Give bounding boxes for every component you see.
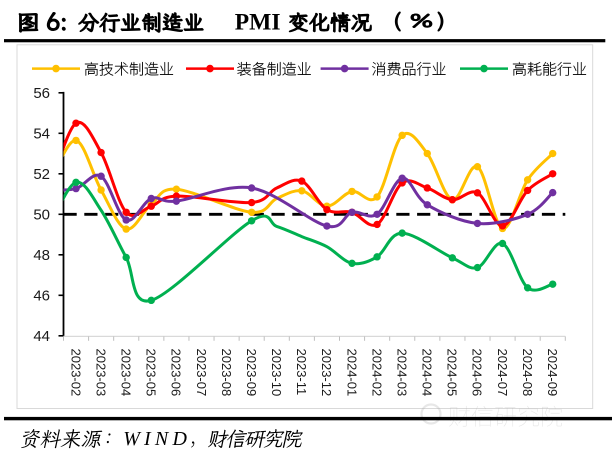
svg-text:2023-04: 2023-04 (118, 349, 133, 397)
svg-text:2024-06: 2024-06 (470, 349, 485, 397)
svg-text:2023-05: 2023-05 (144, 349, 159, 397)
svg-text:2024-03: 2024-03 (394, 349, 409, 397)
svg-text:48: 48 (33, 247, 50, 264)
svg-text:44: 44 (33, 328, 50, 345)
svg-text:2023-03: 2023-03 (93, 349, 108, 397)
svg-text:52: 52 (33, 166, 50, 183)
svg-text:56: 56 (33, 85, 50, 102)
svg-text:2023-12: 2023-12 (319, 349, 334, 397)
svg-text:2024-02: 2024-02 (369, 349, 384, 397)
svg-text:2023-10: 2023-10 (269, 349, 284, 397)
svg-text:46: 46 (33, 288, 50, 305)
svg-text:2023-11: 2023-11 (294, 349, 309, 396)
svg-text:WIND: WIND (123, 428, 191, 450)
svg-text:2023-08: 2023-08 (219, 349, 234, 397)
svg-text:2024-08: 2024-08 (520, 349, 535, 397)
svg-text:2023-07: 2023-07 (194, 349, 209, 397)
svg-text:2023-06: 2023-06 (169, 349, 184, 397)
svg-text:50: 50 (33, 207, 50, 224)
svg-text:2023-02: 2023-02 (68, 349, 83, 397)
svg-text:2024-09: 2024-09 (545, 349, 560, 397)
svg-text:PMI: PMI (235, 9, 281, 35)
svg-text:2024-07: 2024-07 (495, 349, 510, 397)
svg-text:54: 54 (33, 126, 50, 143)
svg-text:2023-09: 2023-09 (244, 349, 259, 397)
svg-text:2024-05: 2024-05 (445, 349, 460, 397)
svg-text:2024-04: 2024-04 (420, 349, 435, 397)
svg-text:2024-01: 2024-01 (344, 349, 359, 397)
